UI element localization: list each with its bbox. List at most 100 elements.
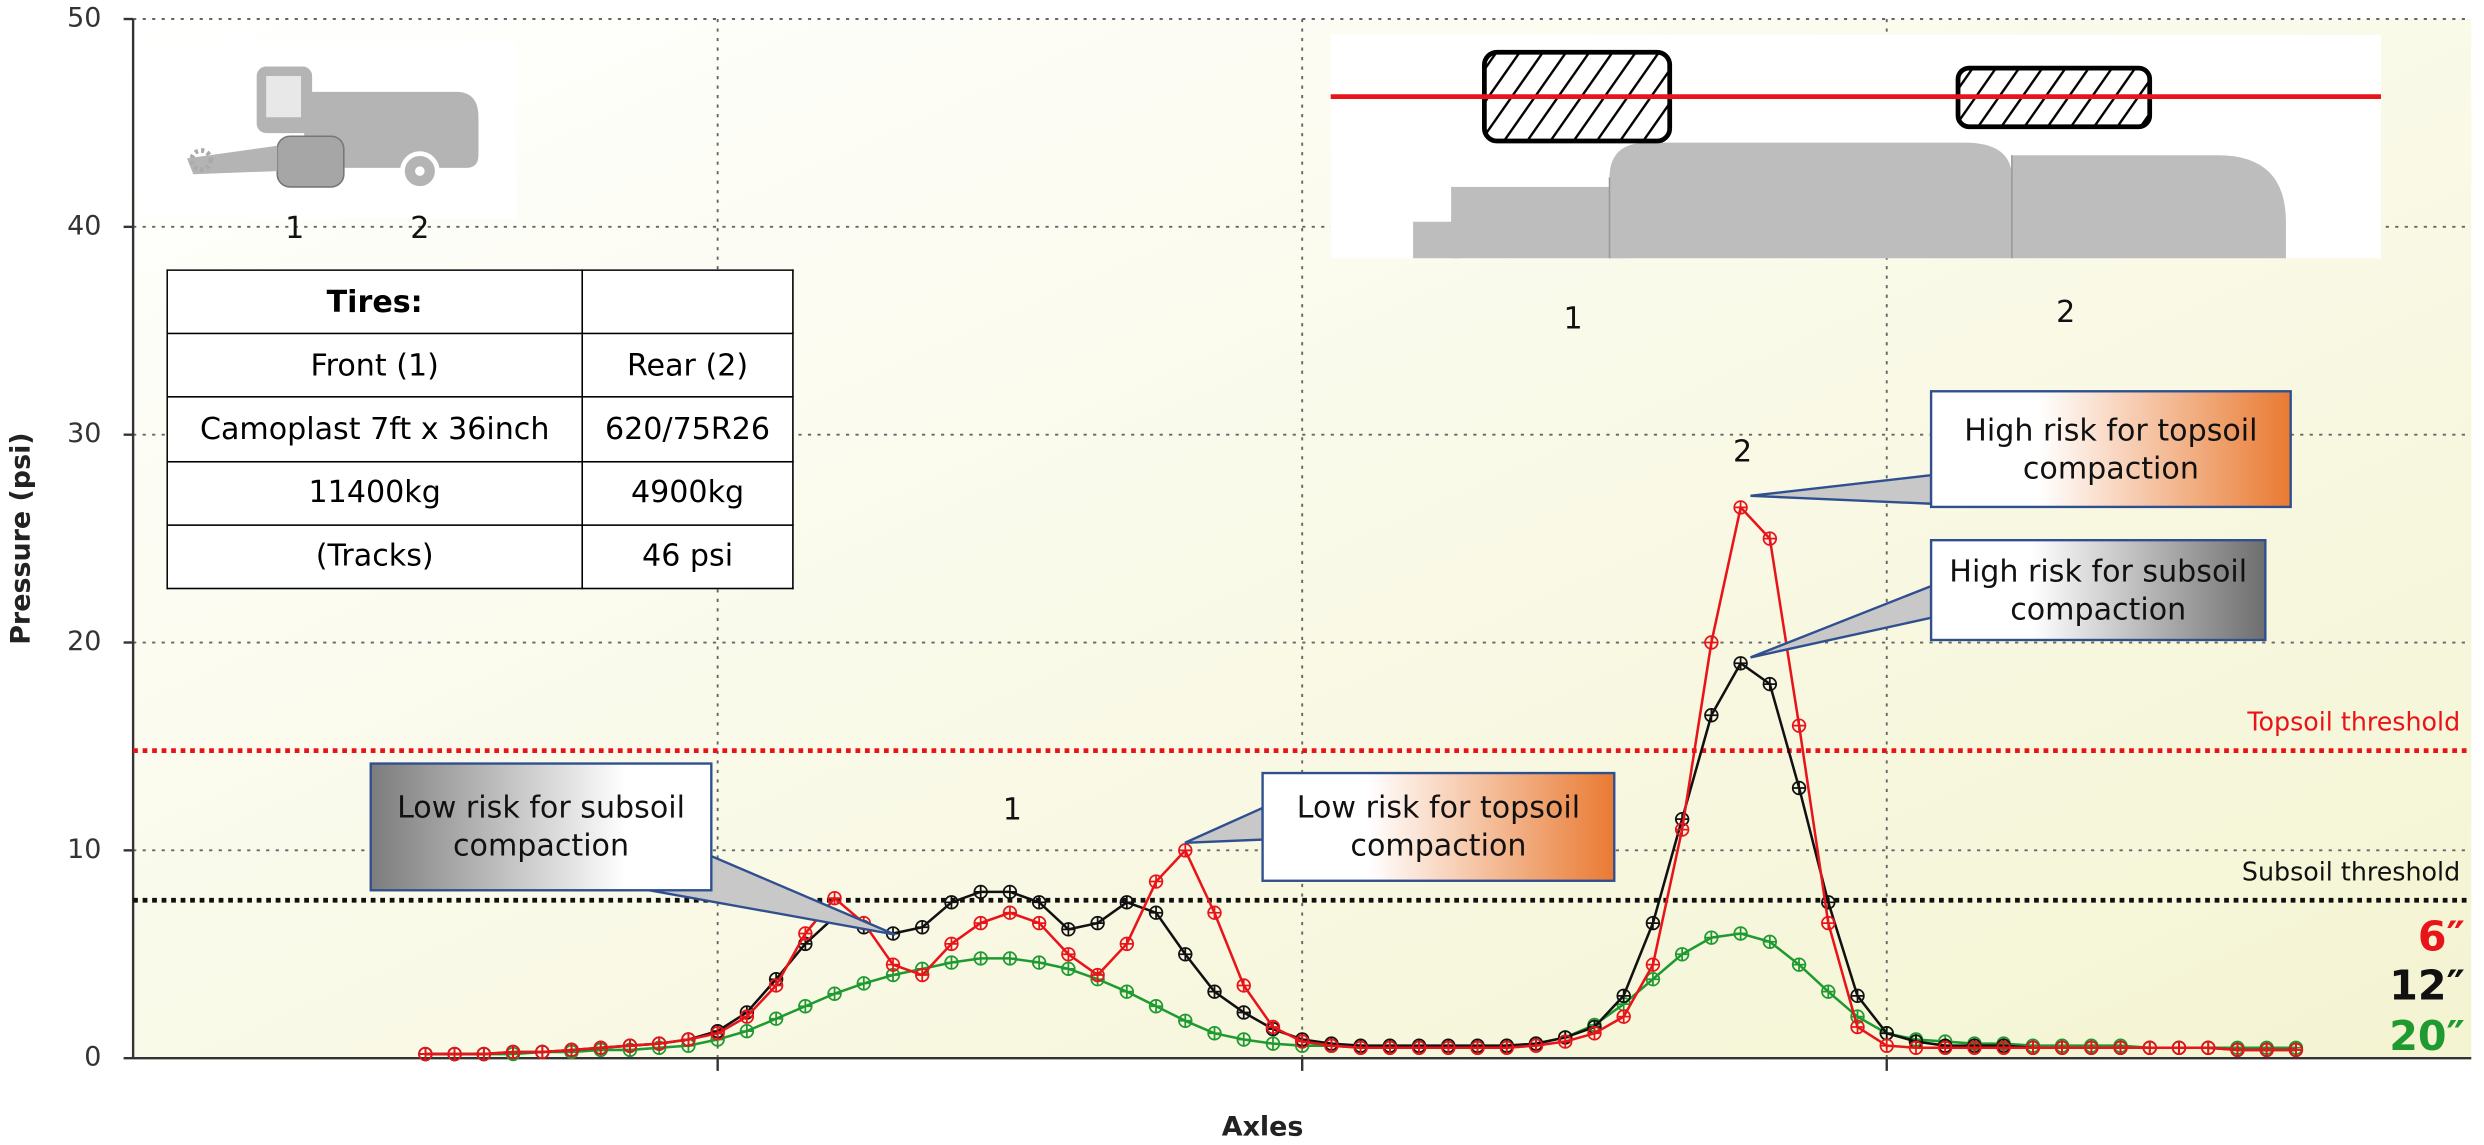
data-point [1733, 926, 1748, 941]
data-point [1645, 915, 1661, 931]
series [418, 500, 2304, 1062]
axes: 0 10 20 30 40 50 [67, 3, 2472, 1073]
data-point [1002, 951, 1018, 966]
callout: Low risk for topsoil compaction [1184, 771, 1616, 882]
axle-diagram [1330, 34, 2381, 259]
data-point [1382, 1040, 1398, 1055]
data-point [1996, 1040, 2011, 1055]
data-point [1821, 984, 1836, 999]
table-row: 11400kg 4900kg [166, 460, 794, 526]
machine-icon [139, 41, 517, 219]
callout-box [1261, 771, 1616, 882]
callout-box [1929, 390, 2292, 509]
data-point [1324, 1038, 1339, 1053]
data-point [2288, 1042, 2304, 1058]
callout-text: High risk for subsoil compaction [1949, 553, 2248, 627]
data-point [1148, 999, 1164, 1014]
data-point [827, 986, 842, 1001]
y-axis-label: Pressure (psi) [6, 432, 37, 644]
data-point [1119, 936, 1135, 952]
data-point [739, 1009, 755, 1024]
data-point [2142, 1040, 2157, 1055]
callout-box [369, 762, 713, 892]
data-point [1265, 1036, 1281, 1051]
data-point [798, 999, 813, 1014]
data-point [1236, 1005, 1251, 1020]
axle-label: 1 [285, 211, 304, 246]
callout-text: Low risk for subsoil compaction [397, 790, 685, 864]
data-point [1733, 656, 1748, 671]
data-point [1441, 1040, 1456, 1055]
data-point [915, 967, 930, 983]
data-point [1236, 1032, 1251, 1047]
data-point [418, 1046, 433, 1062]
data-point [1148, 874, 1164, 889]
y-tick-label: 50 [67, 3, 101, 34]
data-point [768, 1011, 784, 1026]
data-point [827, 890, 842, 906]
axle-label: 1 [1564, 301, 1583, 336]
data-point [1791, 957, 1807, 972]
data-point [1616, 1009, 1631, 1024]
data-point [1762, 676, 1778, 692]
data-point [1061, 922, 1076, 937]
data-point [1850, 988, 1865, 1004]
table-row: (Tracks) 46 psi [166, 523, 794, 590]
data-point [1031, 915, 1047, 931]
data-point [1587, 1026, 1602, 1041]
data-point [1411, 1040, 1427, 1055]
data-point [1645, 957, 1661, 972]
data-point [476, 1046, 492, 1062]
data-point [505, 1044, 521, 1060]
data-point [1879, 1026, 1894, 1041]
data-point [1762, 934, 1778, 949]
data-point [1353, 1040, 1368, 1055]
x-axis-label: Axles [1222, 1111, 1304, 1142]
y-tick-label: 10 [67, 834, 101, 865]
tire-table: Tires: Front (1) Rear (2) Camoplast 7ft x… [166, 269, 796, 590]
table-row: Tires: [166, 269, 794, 335]
tire-table-box: Tires: Front (1) Rear (2) Camoplast 7ft x… [166, 269, 796, 590]
tire-table-grid: Tires: Front (1) Rear (2) Camoplast 7ft x… [166, 269, 794, 590]
data-point [973, 884, 988, 900]
data-point [535, 1044, 550, 1060]
data-point [710, 1026, 725, 1041]
data-point [944, 895, 959, 910]
table-cell: 620/75R26 [581, 396, 794, 462]
callouts: Low risk for subsoil compaction Low risk … [369, 390, 2292, 936]
callout-text: Low risk for topsoil compaction [1296, 790, 1581, 864]
data-point [798, 926, 813, 941]
data-point [1090, 967, 1105, 983]
data-point [1061, 961, 1076, 977]
data-point [1528, 1038, 1544, 1053]
data-point [768, 978, 784, 993]
callout-text: High risk for topsoil compaction [1964, 412, 2258, 486]
data-point [1850, 1019, 1865, 1035]
callout: Low risk for subsoil compaction [369, 762, 896, 936]
axle-labels: 1 2 1 2 1 2 [285, 211, 2075, 827]
callout-text-box: High risk for topsoil compaction [1964, 412, 2258, 486]
data-point [856, 976, 871, 991]
axle-label: 2 [1733, 435, 1752, 470]
data-point [1967, 1040, 1982, 1055]
table-empty-cell [581, 269, 794, 335]
y-tick-label: 20 [67, 626, 101, 657]
data-point [1791, 718, 1807, 733]
table-cell: Camoplast 7ft x 36inch [166, 396, 584, 462]
table-cell: 46 psi [581, 523, 794, 590]
data-point [2201, 1040, 2216, 1055]
data-point [915, 920, 930, 935]
data-point [1674, 947, 1690, 962]
data-point [739, 1023, 755, 1039]
data-point [973, 915, 988, 931]
y-tick-label: 30 [67, 418, 101, 449]
axle-label: 2 [410, 211, 429, 246]
data-point [1908, 1040, 1924, 1055]
data-point [1294, 1034, 1310, 1049]
callout-text-box: Low risk for subsoil compaction [397, 790, 685, 864]
table-cell: (Tracks) [166, 523, 584, 590]
data-point [622, 1038, 638, 1053]
y-tick-label: 40 [67, 210, 101, 241]
data-point [1119, 984, 1135, 999]
